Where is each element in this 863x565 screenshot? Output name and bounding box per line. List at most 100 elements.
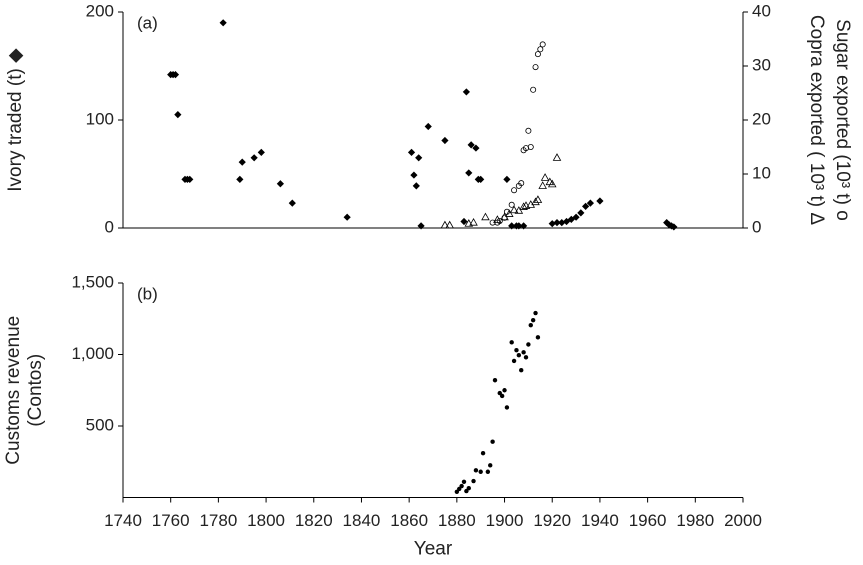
x-tick-label: 1960	[629, 511, 667, 530]
x-tick-label: 1840	[343, 511, 381, 530]
point	[539, 41, 546, 48]
point	[492, 378, 498, 383]
point	[547, 179, 557, 188]
point	[445, 220, 454, 229]
point	[515, 222, 523, 230]
point	[526, 342, 531, 347]
point	[567, 215, 575, 223]
point	[250, 154, 258, 162]
y-tick-label: 500	[86, 415, 114, 434]
point	[473, 468, 479, 473]
point	[441, 136, 449, 145]
point	[257, 148, 265, 156]
point	[478, 469, 483, 474]
point	[343, 213, 351, 221]
point	[462, 88, 470, 96]
point	[276, 180, 284, 188]
point	[508, 201, 515, 208]
point	[527, 143, 534, 150]
point	[521, 350, 526, 355]
point	[171, 71, 180, 79]
point	[417, 222, 425, 230]
point	[219, 19, 227, 27]
x-tick-label: 1800	[247, 511, 285, 530]
point	[460, 217, 468, 226]
point	[535, 335, 541, 340]
x-tick-label: 1760	[152, 511, 190, 530]
point	[533, 310, 538, 316]
point	[530, 317, 536, 323]
point	[472, 144, 480, 152]
y2-tick-label: 30	[752, 55, 771, 74]
point	[469, 217, 478, 226]
point	[288, 199, 296, 207]
y-axis-label: Ivory traded (t) ◆	[5, 48, 26, 192]
y2-axis-label: Sugar exported (10³ t) o	[832, 19, 853, 221]
y-axis-label: (Contos)	[25, 354, 46, 427]
point	[511, 358, 517, 364]
point	[465, 169, 473, 177]
point	[186, 175, 194, 183]
y2-axis-label: Copra exported ( 10³ t) Δ	[806, 15, 827, 225]
point	[508, 222, 516, 230]
point	[577, 209, 585, 217]
point	[489, 219, 496, 226]
y-tick-label: 1,500	[71, 272, 114, 291]
x-tick-label: 1940	[581, 511, 619, 530]
point	[488, 463, 493, 468]
point	[520, 222, 528, 230]
point	[412, 182, 420, 190]
point	[530, 86, 537, 93]
point	[531, 197, 540, 206]
point	[562, 217, 571, 226]
point	[502, 388, 507, 393]
point	[467, 141, 475, 149]
point	[534, 51, 541, 58]
y2-tick-label: 0	[752, 217, 761, 236]
point	[538, 181, 547, 189]
x-tick-label: 1740	[104, 511, 142, 530]
point	[572, 213, 580, 221]
y-axis-label: Customs revenue	[3, 316, 24, 465]
x-tick-label: 1920	[533, 511, 571, 530]
point	[410, 171, 418, 179]
y2-tick-label: 10	[752, 163, 771, 182]
point	[558, 219, 566, 227]
point	[670, 223, 678, 231]
x-tick-label: 1860	[390, 511, 428, 530]
point	[509, 205, 519, 214]
point	[461, 479, 467, 484]
point	[519, 202, 528, 210]
point	[238, 158, 246, 166]
point	[503, 175, 511, 183]
point	[464, 219, 474, 227]
point	[548, 220, 556, 228]
panel-label: (b)	[137, 284, 158, 303]
point	[596, 197, 604, 205]
point	[514, 348, 519, 353]
point	[514, 206, 524, 214]
point	[471, 478, 476, 484]
point	[552, 153, 562, 161]
y-tick-label: 1,000	[71, 344, 114, 363]
point	[503, 208, 510, 215]
x-tick-label: 2000	[724, 511, 762, 530]
x-tick-label: 1880	[438, 511, 476, 530]
point	[466, 486, 471, 491]
point	[485, 469, 491, 474]
y-tick-label: 200	[86, 1, 114, 20]
point	[477, 175, 485, 183]
point	[528, 322, 533, 328]
point	[499, 393, 505, 399]
point	[533, 195, 543, 203]
x-tick-label: 1900	[486, 511, 524, 530]
point	[415, 154, 423, 162]
point	[540, 173, 550, 181]
x-tick-label: 1820	[295, 511, 333, 530]
point	[481, 212, 490, 221]
point	[521, 201, 531, 209]
point	[174, 111, 182, 119]
point	[440, 220, 450, 229]
point	[424, 122, 432, 131]
